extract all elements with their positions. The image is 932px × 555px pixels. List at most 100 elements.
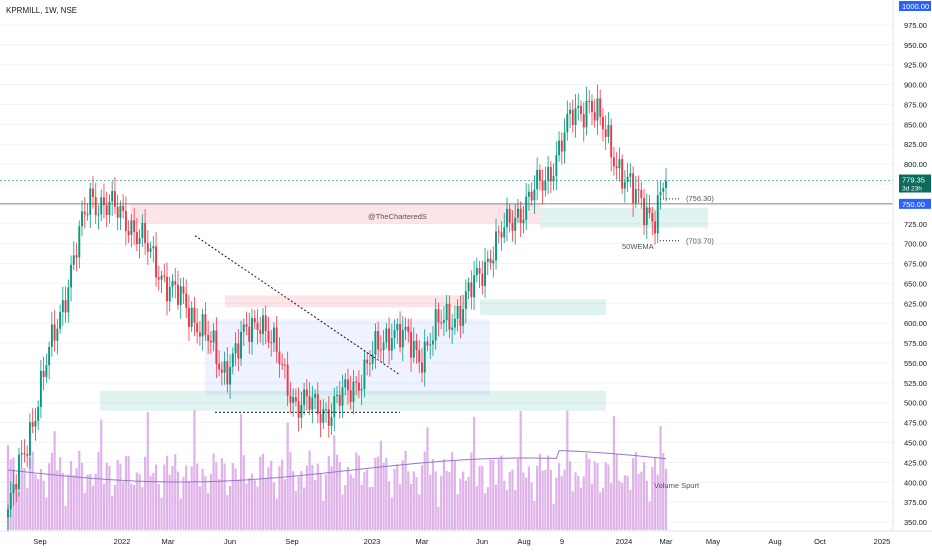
- candle-body: [412, 340, 415, 358]
- volume-bar: [239, 413, 243, 530]
- volume-bar: [165, 455, 169, 530]
- volume-bar: [431, 459, 435, 530]
- volume-bar: [91, 485, 95, 530]
- candle-body: [462, 309, 465, 326]
- candle-body: [223, 361, 226, 373]
- time-axis[interactable]: Sep 2022 Mar Jun Sep 2023 Mar Jun Aug 9 2024 Mar May…: [0, 530, 932, 546]
- volume-bar: [231, 463, 234, 530]
- volume-bar: [193, 410, 196, 530]
- volume-bar: [163, 464, 166, 530]
- candle-body: [601, 116, 604, 130]
- volume-bar: [582, 476, 585, 530]
- candle-body: [336, 394, 338, 397]
- price-tick-label: 350.00: [904, 518, 927, 527]
- candle-body: [122, 205, 125, 211]
- top-price-badge: [899, 1, 931, 11]
- candle-body: [385, 328, 388, 343]
- volume-bar: [437, 506, 440, 530]
- volume-bar: [396, 464, 399, 530]
- volume-bar: [187, 481, 191, 530]
- volume-bar: [349, 474, 352, 530]
- last-price-badge: [899, 174, 931, 193]
- candle-body: [262, 315, 264, 334]
- price-tick-label: 875.00: [904, 100, 927, 109]
- candle-body: [355, 381, 358, 383]
- volume-bar: [330, 466, 333, 530]
- candle-body: [70, 264, 73, 288]
- descending-trendline: [194, 235, 401, 376]
- volume-bar: [538, 453, 541, 530]
- candle-body: [415, 340, 418, 351]
- candle-body: [215, 330, 218, 364]
- candle-body: [303, 389, 306, 405]
- candle-body: [220, 369, 223, 373]
- candle-body: [366, 359, 369, 364]
- candle-body: [218, 363, 221, 370]
- candle-body: [133, 220, 136, 233]
- candle-body: [407, 326, 410, 333]
- candle-body: [445, 303, 448, 321]
- candle-body: [102, 197, 105, 206]
- candle-body: [519, 208, 522, 224]
- time-tick-label: 2022: [114, 537, 131, 546]
- volume-bar: [640, 471, 643, 530]
- candle-body: [89, 188, 92, 215]
- volume-bar: [442, 459, 446, 530]
- volume-bar: [305, 465, 308, 530]
- volume-bar: [182, 476, 185, 530]
- candle-body: [28, 422, 31, 456]
- candle-body: [599, 98, 602, 117]
- price-axis[interactable]: 975.00 950.00 925.00 900.00 875.00 850.00 825.…: [892, 0, 931, 530]
- volume-bar: [445, 470, 448, 530]
- volume-bar: [94, 473, 97, 530]
- volume-bar: [15, 483, 18, 530]
- price-tick-label: 700.00: [904, 240, 927, 249]
- candle-body: [368, 363, 371, 365]
- candle-body: [64, 300, 67, 313]
- candle-body: [166, 276, 168, 302]
- candle-body: [431, 340, 434, 345]
- candle-body: [552, 176, 555, 182]
- candle-body: [347, 379, 349, 391]
- candle-body: [289, 395, 292, 403]
- price-tick-label: 375.00: [904, 498, 927, 507]
- price-tick-label: 900.00: [904, 81, 927, 90]
- volume-bar: [154, 464, 158, 530]
- candle-body: [12, 484, 15, 494]
- volume-bar: [250, 473, 254, 530]
- volume-bar: [536, 465, 539, 530]
- time-tick-label: Mar: [162, 537, 175, 546]
- candle-body: [275, 327, 278, 352]
- candle-body: [659, 191, 662, 196]
- volume-bar: [300, 471, 303, 530]
- candle-body: [196, 322, 199, 333]
- candle-body: [138, 238, 141, 245]
- volume-bar: [278, 466, 281, 530]
- volume-bar: [338, 461, 341, 530]
- volume-bar: [53, 431, 56, 530]
- volume-bar: [497, 458, 500, 530]
- candle-body: [615, 166, 618, 169]
- volume-bar: [470, 452, 473, 530]
- candle-body: [467, 282, 470, 292]
- candle-body: [656, 195, 659, 234]
- volume-bar: [634, 451, 637, 530]
- volume-bar: [308, 450, 311, 530]
- lower-level-label: (703.70): [686, 237, 714, 246]
- volume-bar: [223, 463, 226, 530]
- candle-body: [155, 246, 158, 278]
- volume-bar: [31, 451, 34, 530]
- price-tick-label: 400.00: [904, 478, 927, 487]
- candle-body: [360, 388, 363, 391]
- candle-body: [558, 140, 561, 156]
- candle-body: [53, 324, 56, 341]
- candle-body: [283, 364, 286, 366]
- candle-body: [393, 330, 396, 338]
- volume-bar: [303, 487, 306, 530]
- candle-body: [182, 286, 185, 294]
- price-tick-label: 925.00: [904, 61, 927, 70]
- candle-body: [349, 390, 352, 402]
- candle-body: [127, 231, 130, 235]
- volume-bar: [176, 471, 180, 530]
